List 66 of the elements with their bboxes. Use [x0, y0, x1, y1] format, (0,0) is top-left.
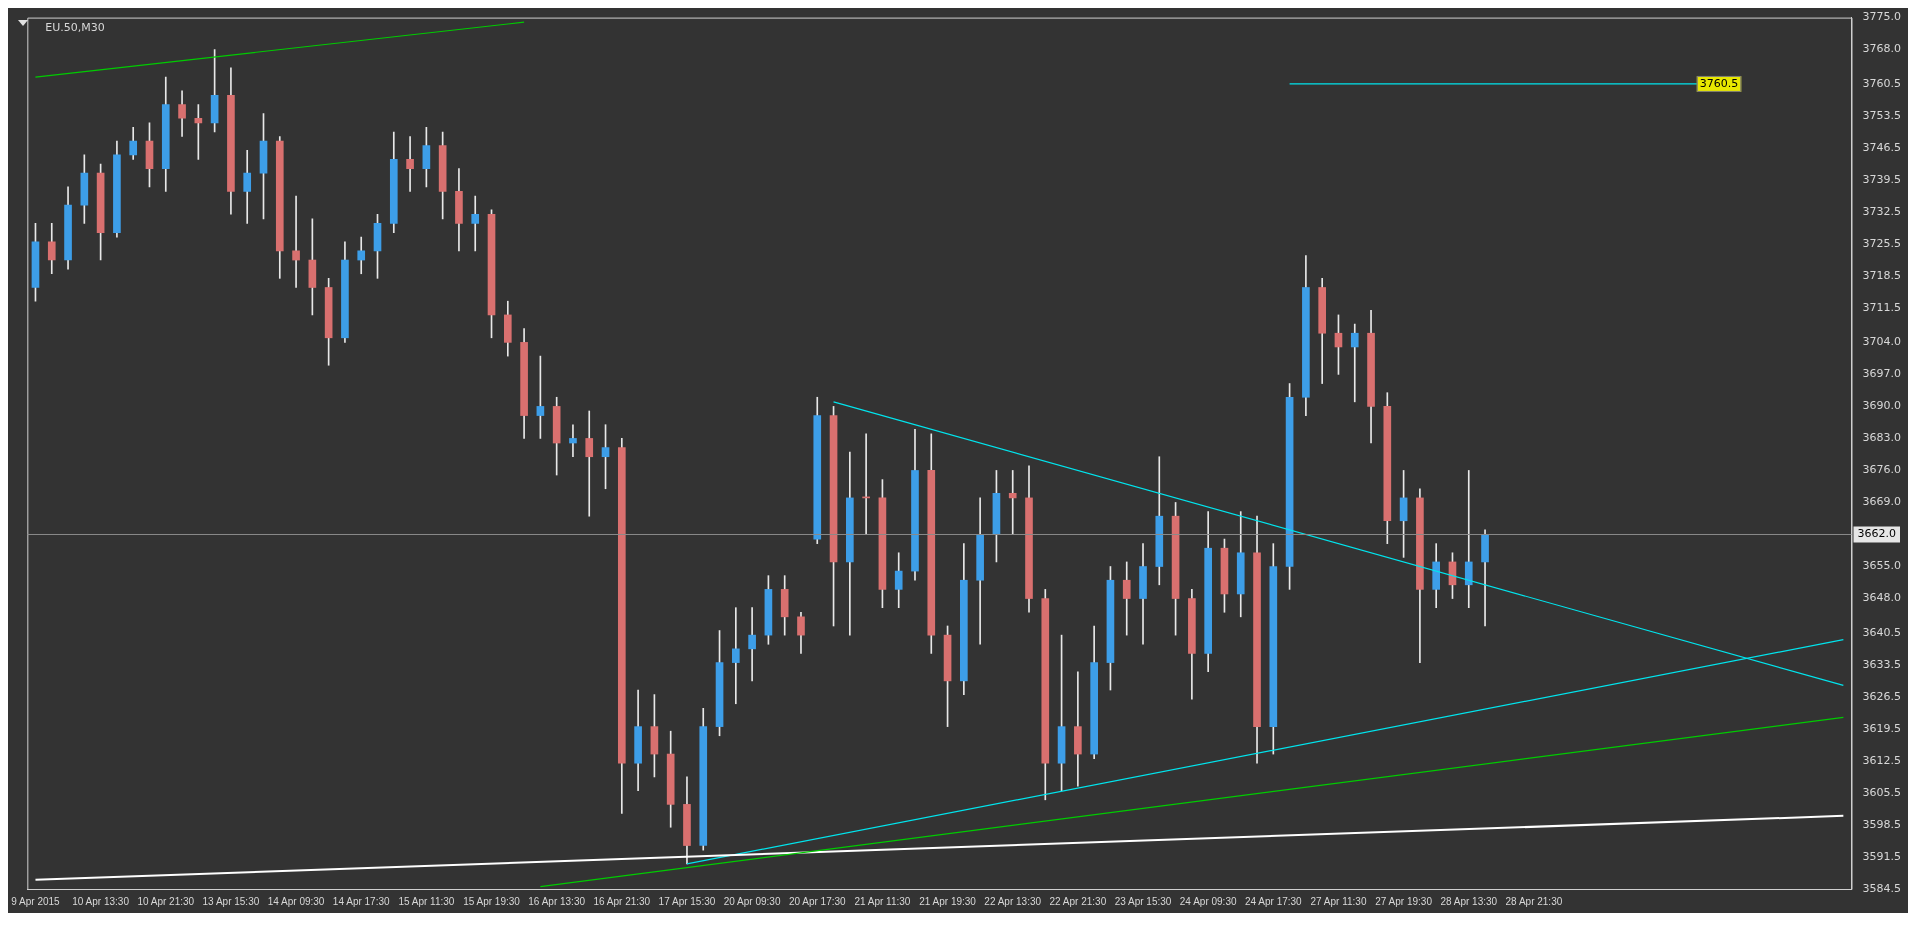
candlestick	[471, 195, 480, 252]
x-tick-label: 9 Apr 2015	[11, 895, 61, 907]
y-tick-label: 3704.0	[1862, 335, 1902, 349]
y-tick-label: 3768.0	[1862, 42, 1902, 56]
x-tick-label: 15 Apr 11:30	[398, 895, 455, 907]
x-tick-label: 15 Apr 19:30	[463, 895, 521, 907]
candlestick	[732, 607, 740, 705]
chart-title: EU.50,M30	[45, 21, 105, 35]
y-tick-label: 3725.5	[1862, 236, 1902, 250]
x-tick-label: 16 Apr 21:30	[593, 895, 651, 907]
x-tick-label: 20 Apr 09:30	[723, 895, 781, 907]
x-tick-label: 20 Apr 17:30	[788, 895, 847, 907]
candlestick	[357, 236, 366, 275]
y-tick-label: 3655.0	[1862, 559, 1902, 573]
x-tick-label: 14 Apr 09:30	[267, 895, 325, 907]
y-tick-label: 3605.5	[1862, 785, 1902, 799]
x-tick-label: 28 Apr 21:30	[1505, 895, 1563, 907]
x-tick-label: 27 Apr 19:30	[1375, 895, 1433, 907]
x-tick-label: 16 Apr 13:30	[528, 895, 586, 907]
x-tick-label: 22 Apr 13:30	[984, 895, 1042, 907]
candlestick	[1350, 323, 1359, 403]
y-tick-label: 3697.0	[1862, 367, 1902, 381]
x-tick-label: 21 Apr 11:30	[854, 895, 911, 907]
y-tick-label: 3584.5	[1862, 881, 1902, 895]
y-tick-label: 3626.5	[1862, 689, 1902, 703]
x-tick-label: 23 Apr 15:30	[1114, 895, 1172, 907]
y-tick-label: 3775.0	[1862, 10, 1902, 24]
x-tick-label: 17 Apr 15:30	[658, 895, 716, 907]
candlestick	[569, 424, 577, 458]
x-tick-label: 28 Apr 13:30	[1440, 895, 1498, 907]
y-tick-label: 3598.5	[1862, 817, 1902, 831]
y-tick-label: 3760.5	[1862, 76, 1902, 90]
y-tick-label: 3690.0	[1862, 399, 1902, 413]
candlestick	[406, 136, 414, 192]
x-tick-label: 14 Apr 17:30	[332, 895, 391, 907]
x-tick-label: 13 Apr 15:30	[202, 895, 260, 907]
candlestick	[1008, 470, 1017, 535]
y-tick-label: 3683.0	[1862, 431, 1902, 445]
y-tick-label: 3711.5	[1862, 300, 1902, 314]
y-tick-label: 3640.5	[1862, 625, 1902, 639]
candlestick	[292, 195, 300, 288]
y-tick-label: 3732.5	[1862, 204, 1902, 218]
y-tick-label: 3591.5	[1862, 849, 1902, 863]
y-tick-label: 3612.5	[1862, 753, 1902, 767]
y-tick-label: 3746.5	[1862, 140, 1902, 154]
candlestick	[748, 607, 756, 682]
y-tick-label: 3633.5	[1862, 657, 1902, 671]
y-tick-label: 3739.5	[1862, 172, 1902, 186]
data-label: 3760.5	[1699, 76, 1739, 90]
y-tick-label: 3669.0	[1862, 495, 1902, 509]
x-tick-label: 22 Apr 21:30	[1049, 895, 1107, 907]
x-tick-label: 21 Apr 19:30	[919, 895, 977, 907]
y-tick-label: 3648.0	[1862, 591, 1902, 605]
candlestick	[1464, 470, 1473, 609]
x-tick-label: 24 Apr 17:30	[1244, 895, 1303, 907]
x-tick-label: 24 Apr 09:30	[1179, 895, 1237, 907]
y-tick-label: 3676.0	[1862, 463, 1902, 477]
candlestick	[585, 410, 594, 517]
x-tick-label: 10 Apr 21:30	[137, 895, 195, 907]
x-tick-label: 27 Apr 11:30	[1310, 895, 1367, 907]
y-tick-label: 3753.5	[1862, 108, 1902, 122]
x-tick-label: 10 Apr 13:30	[72, 895, 130, 907]
ref-line-label: 3662.0	[1857, 527, 1897, 541]
y-tick-label: 3718.5	[1862, 268, 1902, 282]
y-tick-label: 3619.5	[1862, 721, 1902, 735]
candlestick	[1074, 671, 1082, 787]
